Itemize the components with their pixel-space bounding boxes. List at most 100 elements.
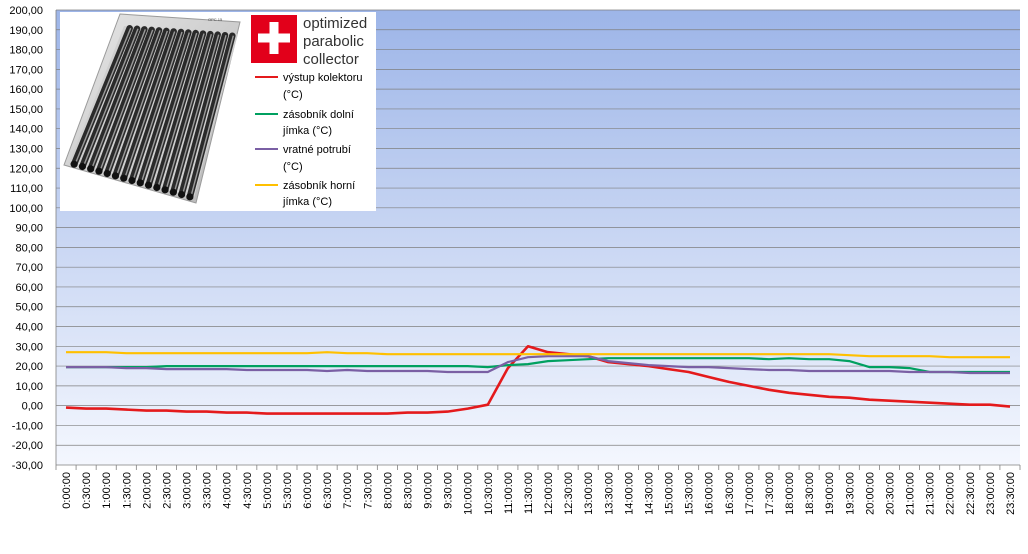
brand-line-3: collector: [303, 51, 359, 68]
collector-tube: [103, 27, 163, 177]
x-tick-label: 10:00:00: [463, 472, 475, 515]
y-tick-label: 120,00: [9, 163, 43, 175]
x-tick-label: 18:00:00: [784, 472, 796, 515]
x-tick-label: 11:00:00: [503, 472, 515, 514]
collector-tube-end: [178, 190, 186, 199]
x-tick-label: 23:00:00: [985, 472, 997, 515]
x-tick-label: 4:00:00: [222, 472, 234, 509]
collector-tube: [153, 30, 207, 191]
x-tick-label: 14:00:00: [623, 472, 635, 515]
x-tick-label: 22:30:00: [965, 472, 977, 515]
swiss-cross-icon: [251, 15, 297, 63]
x-tick-label: 12:30:00: [563, 472, 575, 515]
y-tick-label: -10,00: [12, 420, 43, 432]
y-tick-label: 60,00: [15, 282, 43, 294]
collector-tube-highlight: [157, 33, 205, 188]
collector-tube: [128, 28, 185, 184]
collector-tube-highlight: [140, 32, 191, 184]
y-tick-label: 190,00: [9, 25, 43, 37]
legend-label-output-1: výstup kolektoru: [283, 72, 362, 84]
collector-tube-end: [103, 169, 111, 178]
x-tick-label: 21:30:00: [925, 472, 937, 515]
x-tick-label: 5:00:00: [262, 472, 274, 509]
x-tick-label: 15:30:00: [684, 472, 696, 515]
x-tick-label: 19:30:00: [844, 472, 856, 515]
collector-tube: [161, 30, 214, 194]
y-tick-label: 100,00: [9, 203, 43, 215]
collector-tube-end: [153, 183, 161, 192]
collector-tube-highlight: [82, 28, 139, 167]
series-line: [66, 351, 1010, 359]
legend-label-tank-upper-2: jímka (°C): [282, 196, 332, 208]
collector-tube: [178, 31, 229, 198]
y-tick-label: 200,00: [9, 5, 43, 17]
series-line: [66, 355, 1010, 375]
collector-tube-highlight: [99, 29, 154, 172]
x-tick-label: 22:00:00: [945, 472, 957, 515]
legend-panel: OPC 15 optimized parabolic collector výs…: [60, 12, 376, 211]
y-tick-label: 10,00: [15, 381, 43, 393]
y-tick-label: -30,00: [12, 460, 43, 472]
collector-tube: [70, 25, 133, 168]
collector-tubes: [70, 25, 236, 201]
x-tick-label: 9:00:00: [423, 472, 435, 509]
collector-tube-highlight: [74, 28, 132, 165]
y-tick-label: 50,00: [15, 302, 43, 314]
collector-tube-end: [128, 176, 136, 185]
y-tick-label: 70,00: [15, 262, 43, 274]
collector-tube: [145, 29, 199, 189]
collector-tube-end: [111, 172, 120, 180]
legend-label-tank-lower-2: jímka (°C): [282, 125, 332, 137]
legend-label-return-pipe-1: vratné potrubí: [283, 144, 351, 156]
collector-tube-end: [144, 181, 153, 189]
collector-tube-end: [95, 167, 103, 175]
legend-label-tank-lower-1: zásobník dolní: [283, 109, 354, 121]
solar-collector-image: OPC 15: [63, 13, 241, 204]
gridlines: [55, 9, 1020, 466]
y-tick-label: 0,00: [22, 401, 43, 413]
collector-tube: [120, 28, 177, 182]
x-tick-label: 7:30:00: [362, 472, 374, 509]
x-tick-label: 0:00:00: [61, 472, 73, 509]
x-tick-label: 15:00:00: [664, 472, 676, 515]
collector-tube-highlight: [181, 35, 227, 195]
y-tick-label: 110,00: [10, 183, 43, 195]
x-tick-label: 3:00:00: [182, 472, 194, 509]
x-tick-label: 23:30:00: [1005, 472, 1017, 515]
x-tick-label: 18:30:00: [804, 472, 816, 515]
collector-tube-end: [169, 188, 177, 196]
x-tick-label: 17:00:00: [744, 472, 756, 515]
y-tick-label: -20,00: [12, 440, 43, 452]
collector-tube-end: [161, 186, 169, 194]
x-tick-label: 8:00:00: [382, 472, 394, 509]
y-tick-label: 20,00: [15, 361, 43, 373]
collector-tube-highlight: [107, 30, 161, 174]
collector-tube-highlight: [91, 29, 146, 170]
x-tick-label: 3:30:00: [202, 472, 214, 509]
x-tick-label: 5:30:00: [282, 472, 294, 509]
x-axis-ticks: 0:00:00 0:30:00 1:00:00 1:30:00 2:00:00 2:30:…: [55, 465, 1021, 515]
collector-tube: [79, 25, 141, 170]
collector-tube-end: [186, 193, 194, 201]
collector-tube-end: [136, 179, 144, 187]
collector-tube: [186, 32, 236, 201]
x-tick-label: 12:00:00: [543, 472, 555, 515]
x-tick-label: 16:00:00: [704, 472, 716, 515]
y-tick-label: 180,00: [9, 45, 43, 57]
x-tick-label: 6:00:00: [302, 472, 314, 509]
collector-tube-end: [87, 165, 95, 173]
x-tick-label: 20:00:00: [864, 472, 876, 515]
x-tick-label: 10:30:00: [483, 472, 495, 515]
y-tick-label: 80,00: [15, 242, 43, 254]
collector-model-label: OPC 15: [208, 17, 223, 22]
brand-line-2: parabolic: [303, 33, 364, 50]
collector-tube-end: [120, 174, 128, 182]
x-tick-label: 2:00:00: [141, 472, 153, 509]
legend-label-output-2: (°C): [283, 89, 303, 101]
x-tick-label: 17:30:00: [764, 472, 776, 515]
x-tick-label: 11:30:00: [523, 472, 535, 514]
collector-tube: [137, 29, 192, 187]
collector-tube-highlight: [173, 34, 220, 193]
